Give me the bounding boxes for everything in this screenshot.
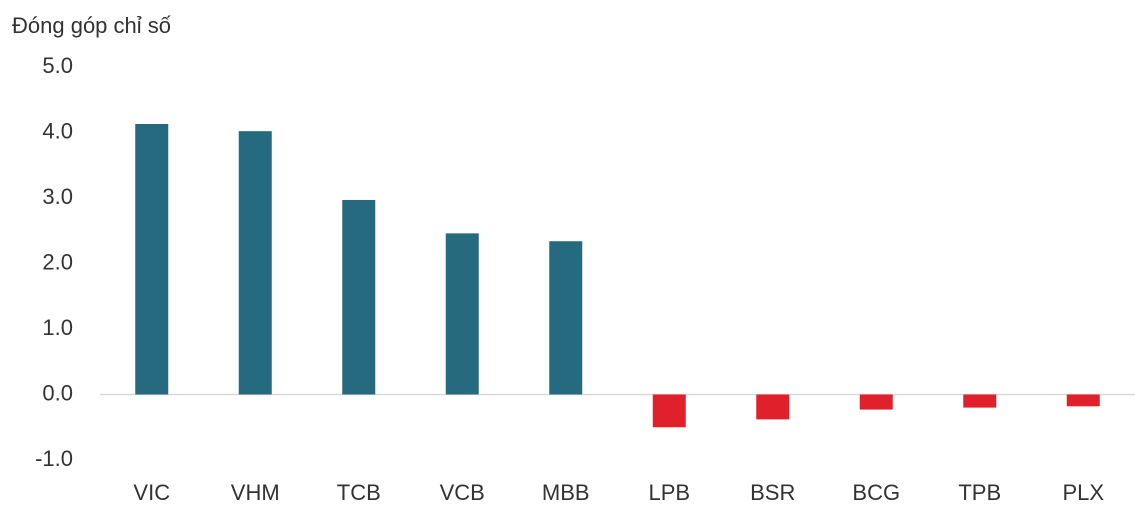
y-tick-label: 3.0 xyxy=(42,184,73,209)
x-tick-label: VCB xyxy=(440,480,485,505)
bar xyxy=(445,233,479,395)
bar xyxy=(238,131,272,395)
bar xyxy=(652,394,686,428)
bar xyxy=(135,123,169,395)
y-tick-label: 1.0 xyxy=(42,315,73,340)
x-tick-label: TCB xyxy=(337,480,381,505)
y-tick-label: 2.0 xyxy=(42,249,73,274)
bar xyxy=(859,394,893,410)
x-tick-label: PLX xyxy=(1062,480,1104,505)
bar xyxy=(549,241,583,395)
x-tick-label: BCG xyxy=(852,480,900,505)
bar xyxy=(756,394,790,420)
bar xyxy=(342,199,376,395)
y-tick-label: 0.0 xyxy=(42,380,73,405)
y-tick-label: 5.0 xyxy=(42,53,73,78)
y-tick-label: 4.0 xyxy=(42,118,73,143)
x-tick-label: TPB xyxy=(958,480,1001,505)
bar xyxy=(963,394,997,408)
x-tick-label: LPB xyxy=(648,480,690,505)
x-tick-label: MBB xyxy=(542,480,590,505)
bar xyxy=(1066,394,1100,407)
x-tick-label: VIC xyxy=(133,480,170,505)
y-axis-label: Đóng góp chỉ số xyxy=(12,13,171,38)
x-tick-label: VHM xyxy=(231,480,280,505)
x-tick-label: BSR xyxy=(750,480,795,505)
y-tick-label: -1.0 xyxy=(35,446,73,471)
